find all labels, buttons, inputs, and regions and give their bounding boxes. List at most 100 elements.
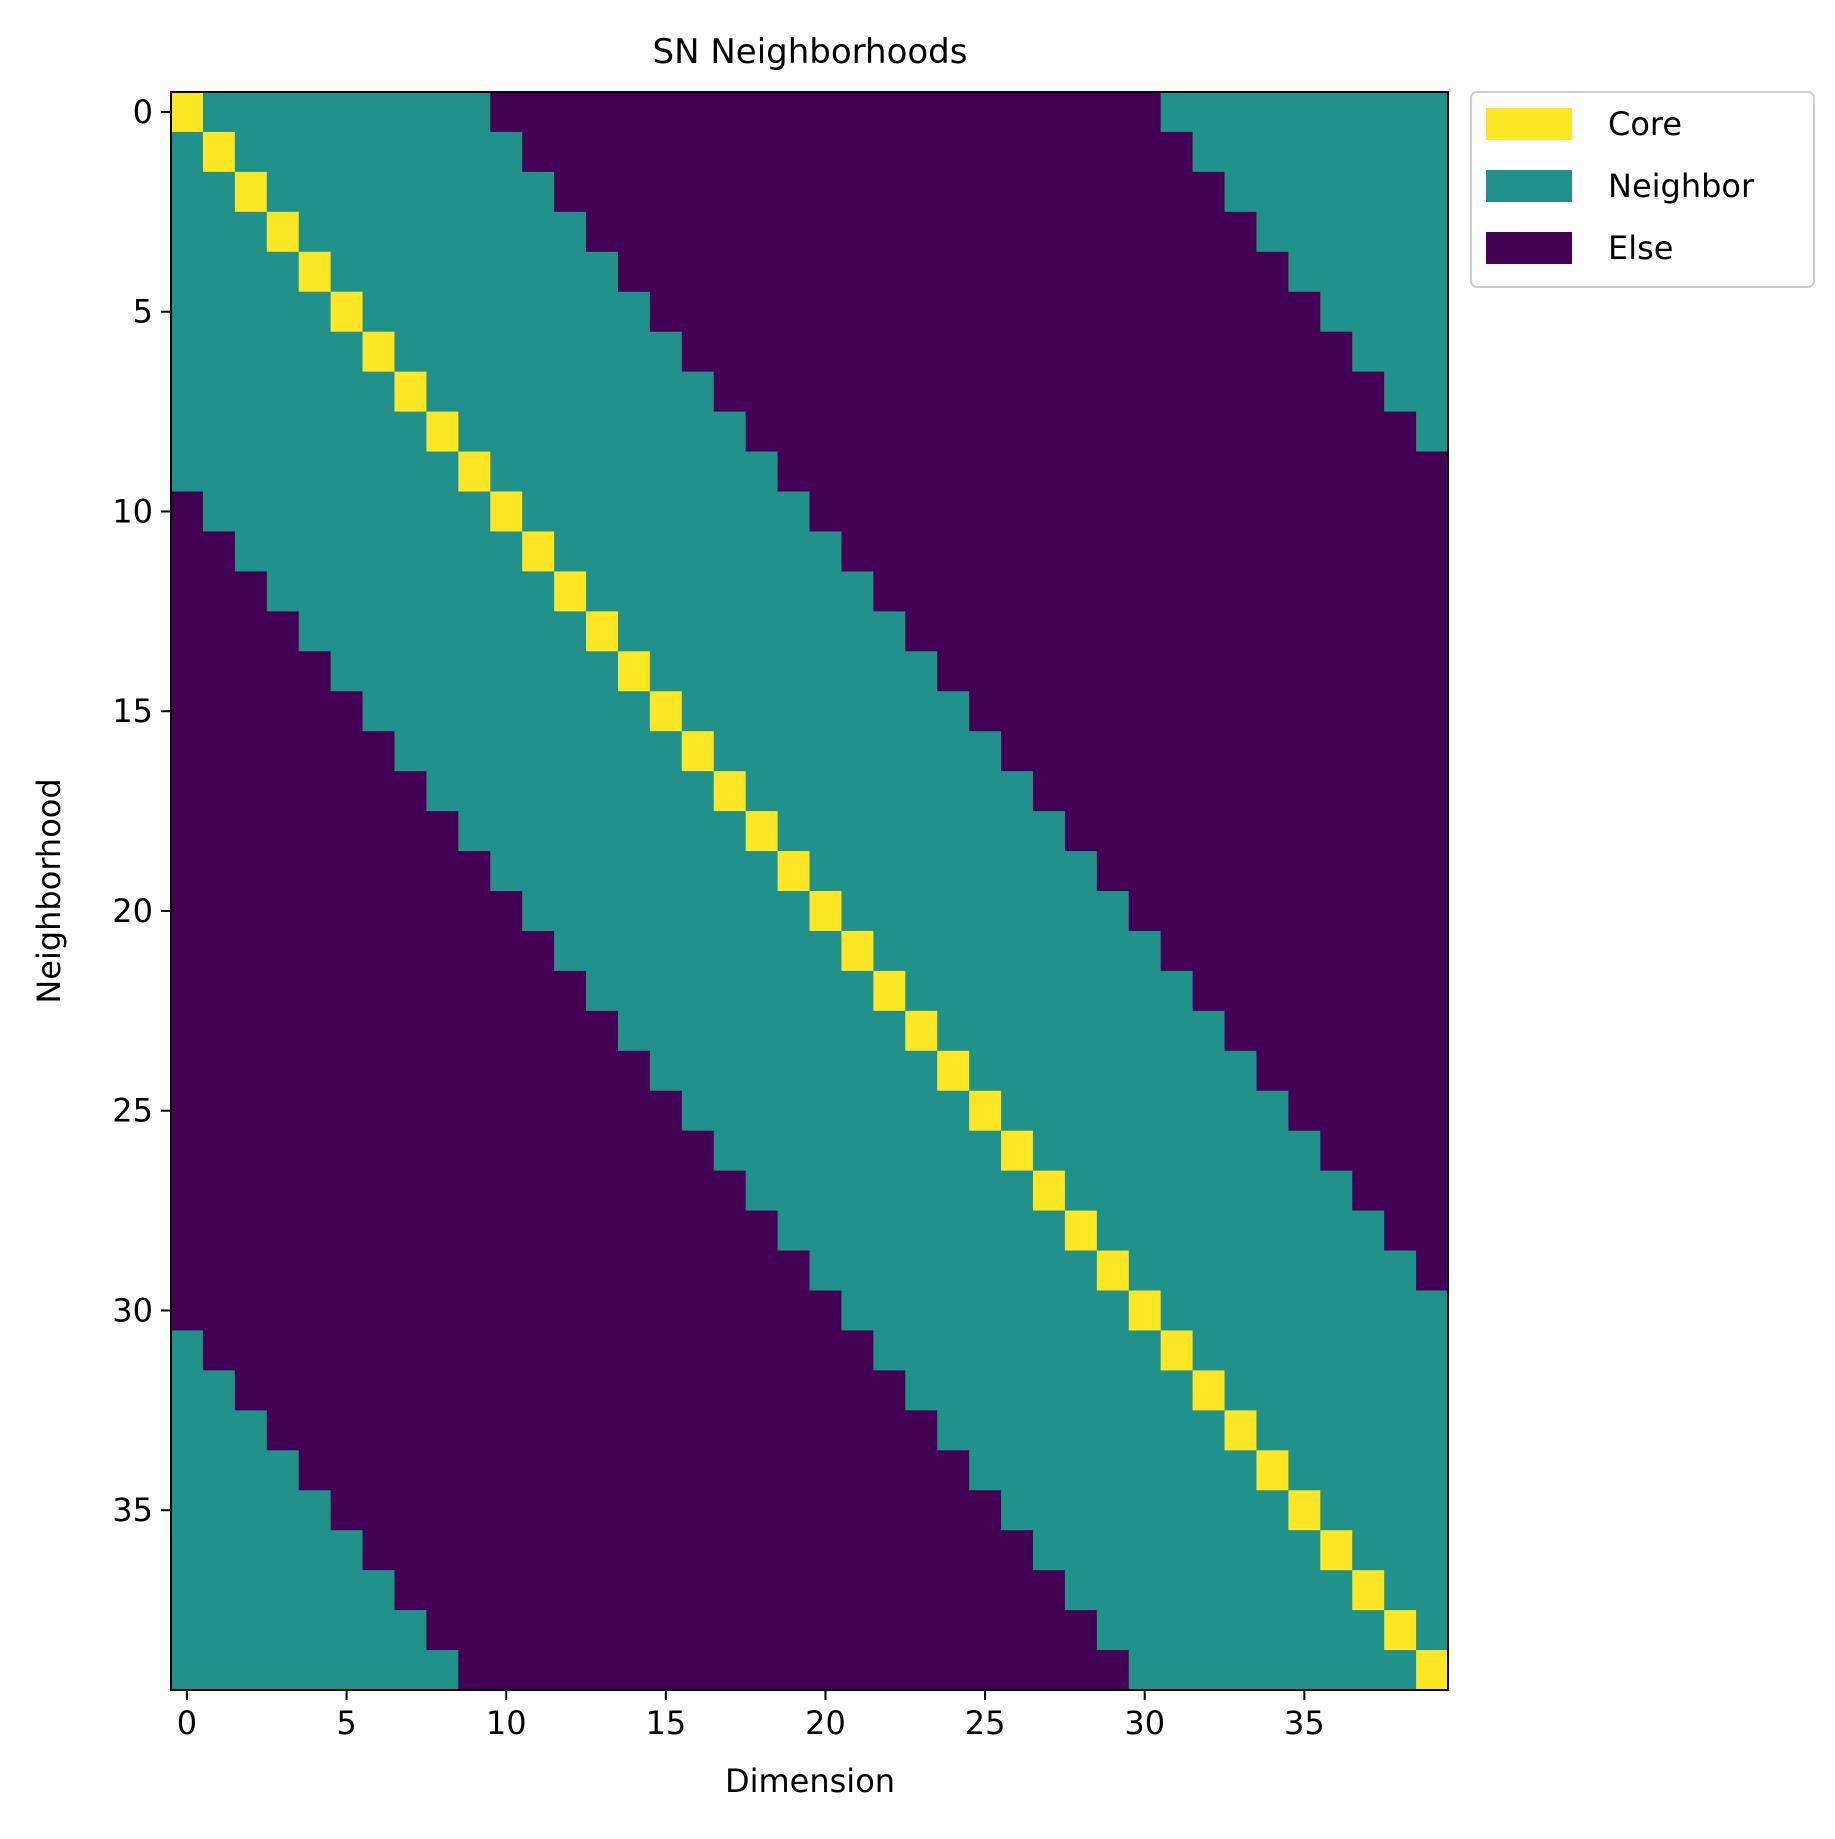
heatmap-cell <box>937 1211 970 1252</box>
heatmap-cell <box>969 212 1002 253</box>
heatmap-cell <box>458 212 491 253</box>
heatmap-cell <box>426 731 459 772</box>
heatmap-cell <box>650 851 683 892</box>
heatmap-cell <box>490 92 523 133</box>
heatmap-cell <box>299 1610 332 1651</box>
heatmap-cell <box>426 891 459 932</box>
heatmap-cell <box>778 1131 811 1172</box>
heatmap-cell <box>490 1291 523 1332</box>
heatmap-cell <box>586 412 619 453</box>
heatmap-cell <box>490 332 523 373</box>
heatmap-cell <box>873 1650 906 1691</box>
heatmap-cell <box>394 611 427 652</box>
heatmap-cell <box>363 691 396 732</box>
heatmap-cell <box>618 92 651 133</box>
heatmap-cell <box>1065 1131 1098 1172</box>
heatmap-cell <box>203 811 236 852</box>
heatmap-cell <box>1352 1011 1385 1052</box>
heatmap-cell <box>1001 891 1034 932</box>
heatmap-cell <box>363 1330 396 1371</box>
heatmap-cell <box>810 1251 843 1292</box>
heatmap-cell <box>203 492 236 533</box>
heatmap-cell <box>650 132 683 173</box>
heatmap-cell <box>810 1490 843 1531</box>
heatmap-cell <box>873 212 906 253</box>
heatmap-cell <box>650 332 683 373</box>
heatmap-cell <box>1288 1370 1321 1411</box>
heatmap-cell <box>1033 651 1066 692</box>
heatmap-cell <box>1001 971 1034 1012</box>
heatmap-cell <box>937 252 970 293</box>
heatmap-cell <box>682 611 715 652</box>
heatmap-cell <box>1001 172 1034 213</box>
heatmap-cell <box>522 531 555 572</box>
heatmap-cell <box>810 212 843 253</box>
heatmap-cell <box>841 1450 874 1491</box>
heatmap-cell <box>1288 492 1321 533</box>
heatmap-cell <box>554 1570 587 1611</box>
heatmap-cell <box>778 1291 811 1332</box>
heatmap-cell <box>650 1251 683 1292</box>
heatmap-cell <box>1225 1251 1258 1292</box>
heatmap-cell <box>1256 132 1289 173</box>
y-tick-label: 20 <box>112 892 153 930</box>
heatmap-cell <box>1193 212 1226 253</box>
heatmap-cell <box>937 931 970 972</box>
heatmap-cell <box>426 1370 459 1411</box>
heatmap-cell <box>1193 92 1226 133</box>
heatmap-cell <box>458 691 491 732</box>
heatmap-cell <box>363 891 396 932</box>
heatmap-cell <box>1193 1410 1226 1451</box>
heatmap-cell <box>714 1330 747 1371</box>
heatmap-cell <box>746 571 779 612</box>
heatmap-cell <box>873 531 906 572</box>
heatmap-cell <box>618 1131 651 1172</box>
heatmap-cell <box>873 412 906 453</box>
heatmap-cell <box>1097 252 1130 293</box>
heatmap-cell <box>810 531 843 572</box>
heatmap-cell <box>1129 1091 1162 1132</box>
heatmap-cell <box>714 172 747 213</box>
heatmap-cell <box>714 1051 747 1092</box>
heatmap-cell <box>1129 1131 1162 1172</box>
heatmap-cell <box>841 1211 874 1252</box>
heatmap-cell <box>905 931 938 972</box>
heatmap-cell <box>203 931 236 972</box>
heatmap-cell <box>969 1211 1002 1252</box>
heatmap-cell <box>394 132 427 173</box>
heatmap-cell <box>618 851 651 892</box>
heatmap-cell <box>554 252 587 293</box>
heatmap-cell <box>1193 1091 1226 1132</box>
heatmap-cell <box>682 1450 715 1491</box>
heatmap-cell <box>554 771 587 812</box>
heatmap-cell <box>1097 1610 1130 1651</box>
heatmap-cell <box>522 1091 555 1132</box>
heatmap-cell <box>586 332 619 373</box>
heatmap-cell <box>714 1410 747 1451</box>
heatmap-cell <box>458 92 491 133</box>
heatmap-cell <box>841 1490 874 1531</box>
heatmap-cell <box>522 132 555 173</box>
heatmap-cell <box>1320 771 1353 812</box>
heatmap-cell <box>1225 1291 1258 1332</box>
heatmap-cell <box>267 1251 300 1292</box>
heatmap-cell <box>905 172 938 213</box>
heatmap-cell <box>426 691 459 732</box>
heatmap-cell <box>586 811 619 852</box>
heatmap-cell <box>235 691 268 732</box>
heatmap-cell <box>203 1570 236 1611</box>
heatmap-cell <box>810 1450 843 1491</box>
heatmap-cell <box>969 971 1002 1012</box>
heatmap-cell <box>299 931 332 972</box>
heatmap-cell <box>1001 1530 1034 1571</box>
heatmap-cell <box>554 811 587 852</box>
heatmap-cell <box>1161 1450 1194 1491</box>
heatmap-cell <box>1352 332 1385 373</box>
heatmap-cell <box>937 851 970 892</box>
heatmap-cell <box>1225 332 1258 373</box>
heatmap-cell <box>969 1450 1002 1491</box>
heatmap-cell <box>1225 691 1258 732</box>
heatmap-cell <box>746 1131 779 1172</box>
heatmap-cell <box>490 492 523 533</box>
heatmap-cell <box>841 1251 874 1292</box>
